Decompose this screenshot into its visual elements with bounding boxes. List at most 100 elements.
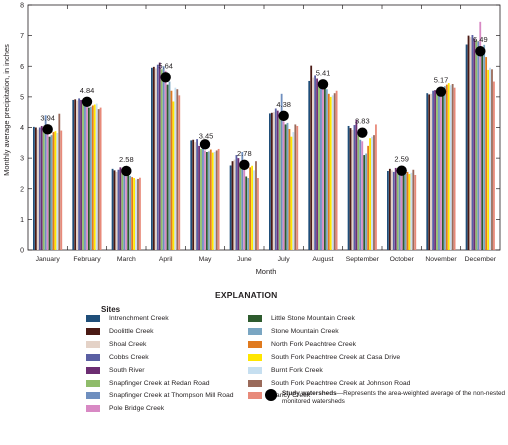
bar-7-0 <box>308 80 311 250</box>
legend-item: Snapfinger Creek at Redan Road <box>86 378 210 389</box>
bar-4-14 <box>217 148 220 250</box>
bar-6-1 <box>270 112 273 250</box>
bar-1-14 <box>99 107 102 250</box>
y-tick-label: 6 <box>20 64 24 71</box>
x-tick-label: December <box>465 256 497 263</box>
bar-10-13 <box>451 84 454 250</box>
bar-1-3 <box>78 98 81 250</box>
study-watershed-label: 4.84 <box>80 86 95 95</box>
bar-3-8 <box>166 84 169 250</box>
legend-item: Shoal Creek <box>86 339 146 350</box>
x-tick-label: October <box>390 256 415 263</box>
study-watershed-note-bold: Study watersheds <box>282 390 337 397</box>
bar-7-8 <box>323 87 326 250</box>
bar-8-12 <box>371 136 373 250</box>
legend-label: Cobbs Creek <box>109 353 149 361</box>
bar-6-6 <box>280 93 283 250</box>
bar-4-5 <box>200 148 202 250</box>
bar-8-13 <box>373 135 375 250</box>
bar-0-13 <box>58 113 61 250</box>
bar-10-1 <box>428 94 431 250</box>
bar-1-11 <box>93 104 96 250</box>
bar-3-5 <box>160 69 163 250</box>
y-tick-label: 1 <box>20 217 24 224</box>
legend-swatch <box>86 315 100 322</box>
bar-10-10 <box>445 84 448 250</box>
study-watershed-note-text: —Represents the area-weighted average of… <box>282 390 506 405</box>
legend-label: Doolittle Creek <box>109 327 154 335</box>
study-watershed-dot <box>357 127 368 138</box>
bar-3-4 <box>158 62 161 251</box>
y-tick-label: 8 <box>20 3 24 10</box>
bar-4-3 <box>196 139 199 250</box>
study-watershed-dot <box>42 124 53 135</box>
bar-7-4 <box>316 78 318 250</box>
bar-2-12 <box>135 179 137 250</box>
legend-swatch <box>86 327 100 335</box>
bar-11-1 <box>467 35 470 250</box>
bar-10-5 <box>436 92 438 250</box>
bar-6-3 <box>274 108 277 250</box>
bar-4-0 <box>190 140 193 250</box>
bar-0-6 <box>44 115 47 250</box>
bar-2-2 <box>115 171 118 250</box>
bar-4-4 <box>198 145 200 250</box>
bar-0-4 <box>40 125 43 250</box>
legend-item: North Fork Peachtree Creek <box>248 339 356 350</box>
x-tick-label: August <box>312 256 333 263</box>
bar-3-1 <box>152 66 155 250</box>
bar-10-2 <box>430 93 433 250</box>
chart-study-dots: 3.94 4.84 2.58 5.64 3.45 2.78 4.38 5.41 3.83 2.59… <box>40 35 488 177</box>
bar-9-12 <box>410 172 413 250</box>
legend-heading: Sites <box>101 305 121 314</box>
bar-0-0 <box>33 126 35 250</box>
y-tick-label: 7 <box>20 33 24 40</box>
bar-5-11 <box>251 165 253 250</box>
bar-9-3 <box>392 171 395 250</box>
study-watershed-dot <box>317 79 329 90</box>
study-watershed-label: 2.78 <box>237 149 252 158</box>
bar-2-13 <box>137 178 139 250</box>
bar-10-9 <box>443 86 446 250</box>
bar-3-0 <box>151 67 153 250</box>
bar-1-2 <box>76 100 79 250</box>
bar-7-5 <box>318 81 320 250</box>
study-watershed-label: 2.59 <box>394 155 409 164</box>
bar-2-9 <box>129 175 132 250</box>
x-tick-label: March <box>117 256 136 263</box>
legend-title: EXPLANATION <box>215 290 278 300</box>
bar-10-11 <box>447 83 450 250</box>
bar-5-0 <box>229 165 232 250</box>
bar-10-0 <box>426 93 429 250</box>
bar-7-14 <box>335 90 338 250</box>
bar-9-14 <box>414 174 417 250</box>
bar-3-14 <box>178 95 181 250</box>
bar-2-8 <box>127 174 130 250</box>
bar-3-10 <box>170 90 173 250</box>
legend-label: Little Stone Mountain Creek <box>271 315 355 322</box>
bar-2-11 <box>133 178 135 250</box>
bar-3-7 <box>164 70 167 250</box>
legend-item: Intrenchment Creek <box>86 313 169 324</box>
x-tick-label: September <box>346 256 380 263</box>
bar-8-1 <box>349 128 352 250</box>
legend-label: Pole Bridge Creek <box>109 405 165 413</box>
bar-2-1 <box>113 170 116 250</box>
bar-9-8 <box>402 174 405 250</box>
bar-9-0 <box>387 170 389 250</box>
legend-label: Shoal Creek <box>109 340 147 348</box>
bar-8-10 <box>367 145 370 250</box>
bar-11-8 <box>481 47 484 250</box>
bar-9-10 <box>406 171 409 250</box>
bar-2-10 <box>131 177 134 250</box>
bar-11-4 <box>473 38 476 250</box>
bar-4-8 <box>205 152 208 250</box>
legend-label: Intrenchment Creek <box>109 315 169 322</box>
legend-item: Snapfinger Creek at Thompson Mill Road <box>86 390 234 401</box>
bar-11-12 <box>489 67 491 250</box>
study-watershed-dot <box>121 165 132 177</box>
study-watershed-dot <box>81 96 93 107</box>
bar-0-8 <box>48 136 51 250</box>
study-watershed-label: 3.94 <box>40 113 55 122</box>
bar-6-7 <box>282 121 285 250</box>
